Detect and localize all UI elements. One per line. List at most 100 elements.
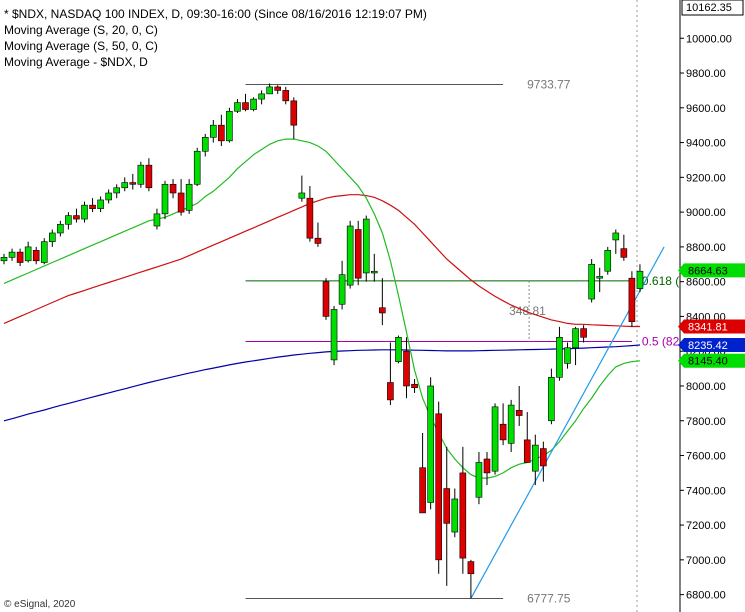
- price-tick-label: 6800.00: [686, 590, 726, 602]
- candle-body: [89, 204, 96, 209]
- price-tick-label: 9200.00: [686, 172, 726, 184]
- candle: [572, 326, 579, 366]
- candle: [507, 399, 515, 453]
- candle-body: [16, 251, 24, 263]
- candle-body: [145, 164, 153, 189]
- candle: [636, 264, 644, 293]
- price-axis[interactable]: 6800.00 7000.00 7200.00 7400.00 7600.00 7800.…: [678, 0, 745, 612]
- candle-body: [266, 86, 273, 95]
- price-tag-box: [678, 353, 745, 368]
- price-tick-label: 9400.00: [686, 138, 726, 150]
- candle-body: [113, 187, 120, 194]
- candle-body: [467, 561, 475, 575]
- candle: [290, 97, 298, 140]
- candle-body: [322, 281, 330, 317]
- candle-body: [282, 90, 290, 102]
- candle: [346, 220, 354, 289]
- candle-body: [57, 223, 64, 234]
- candle: [8, 248, 16, 261]
- candle: [250, 97, 257, 112]
- candle-body: [306, 197, 314, 239]
- candle-body: [628, 277, 636, 322]
- candle-body: [507, 404, 515, 444]
- candle-body: [338, 274, 346, 305]
- price-tag-label: 8235.42: [688, 340, 728, 352]
- candle: [73, 208, 80, 223]
- candle: [540, 441, 547, 482]
- candle-body: [620, 248, 628, 258]
- candle: [395, 335, 402, 364]
- candle: [314, 222, 322, 247]
- candle: [362, 215, 370, 282]
- candle-body: [258, 93, 265, 100]
- price-tick-label: 8000.00: [686, 381, 726, 393]
- candle-body: [604, 250, 612, 272]
- price-tick-label: 9600.00: [686, 103, 726, 115]
- candle-body: [379, 307, 386, 314]
- price-tag-box: [678, 319, 745, 334]
- candle-body: [491, 406, 499, 472]
- candle-body: [475, 462, 483, 498]
- candle: [515, 385, 523, 426]
- candle-body: [596, 276, 604, 279]
- candle-body: [346, 225, 354, 286]
- candle-body: [411, 383, 418, 389]
- candle-body: [370, 270, 378, 274]
- legend-ma200-line: Moving Average - $NDX, D: [4, 55, 148, 69]
- candle: [556, 326, 563, 381]
- candle: [443, 446, 451, 586]
- candle-body: [226, 110, 233, 142]
- candle: [161, 180, 169, 220]
- candle: [531, 434, 539, 486]
- candle: [628, 271, 636, 327]
- candle-body: [443, 488, 451, 524]
- candle-body: [24, 246, 32, 262]
- candle: [298, 175, 306, 202]
- candle: [193, 147, 201, 187]
- candle: [145, 158, 153, 192]
- legend-ma50-line: Moving Average (S, 50, 0, C): [4, 39, 158, 53]
- candle-body: [201, 137, 209, 152]
- candle-body: [48, 232, 56, 242]
- candle: [113, 184, 120, 199]
- candle: [89, 198, 96, 213]
- candle: [419, 432, 426, 514]
- candle: [459, 446, 467, 574]
- level-label-high: 9733.77: [527, 78, 571, 92]
- candle: [137, 161, 145, 188]
- top-price-label: 10162.35: [686, 2, 732, 14]
- candle-body: [97, 199, 104, 209]
- candle: [435, 401, 443, 574]
- candle-body: [459, 472, 467, 559]
- candle: [604, 246, 612, 275]
- candle: [523, 412, 531, 463]
- candle: [153, 208, 161, 230]
- candle-body: [129, 182, 137, 185]
- copyright-label: © eSignal, 2020: [4, 599, 76, 610]
- price-tick-label: 7000.00: [686, 555, 726, 567]
- candle-body: [354, 229, 362, 279]
- candle: [580, 325, 587, 343]
- candle-body: [362, 218, 370, 274]
- candle: [81, 201, 88, 223]
- candle-body: [499, 423, 507, 441]
- candle-body: [153, 213, 161, 227]
- candle: [620, 234, 628, 261]
- candle-body: [298, 192, 306, 199]
- price-tag-label: 8664.63: [688, 265, 728, 277]
- price-tag-box: [678, 263, 745, 278]
- candle-body: [137, 164, 145, 185]
- candle-body: [515, 410, 523, 416]
- candle: [467, 559, 475, 599]
- candle-body: [612, 232, 620, 241]
- candle: [596, 267, 604, 293]
- candle: [322, 278, 330, 320]
- candle: [282, 86, 290, 105]
- legend-ma20-line: Moving Average (S, 20, 0, C): [4, 23, 158, 37]
- candle-body: [177, 192, 185, 213]
- price-tick-label: 9800.00: [686, 68, 726, 80]
- price-tag-label: 8341.81: [688, 322, 728, 334]
- candle-body: [193, 150, 201, 185]
